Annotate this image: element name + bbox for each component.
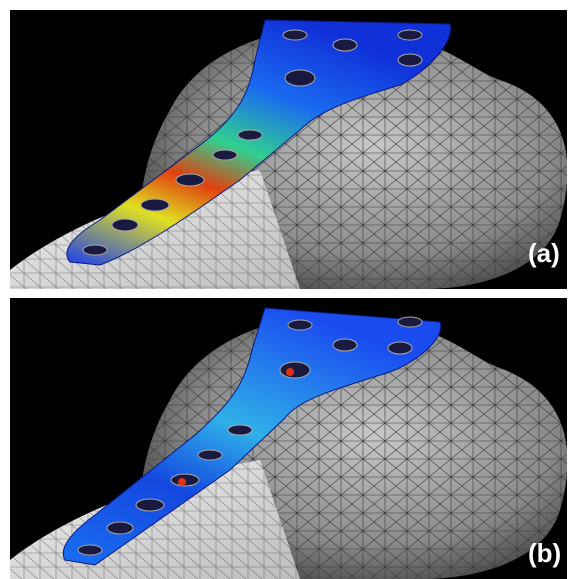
panel-label: (a) bbox=[528, 238, 560, 268]
panel-a: (a) bbox=[10, 10, 568, 289]
page: (a) (b) (() => { const data = JSON.parse… bbox=[0, 0, 577, 579]
panel-b: (b) bbox=[10, 298, 568, 579]
figure: (a) (b) bbox=[0, 0, 577, 579]
panel-label: (b) bbox=[528, 538, 561, 568]
